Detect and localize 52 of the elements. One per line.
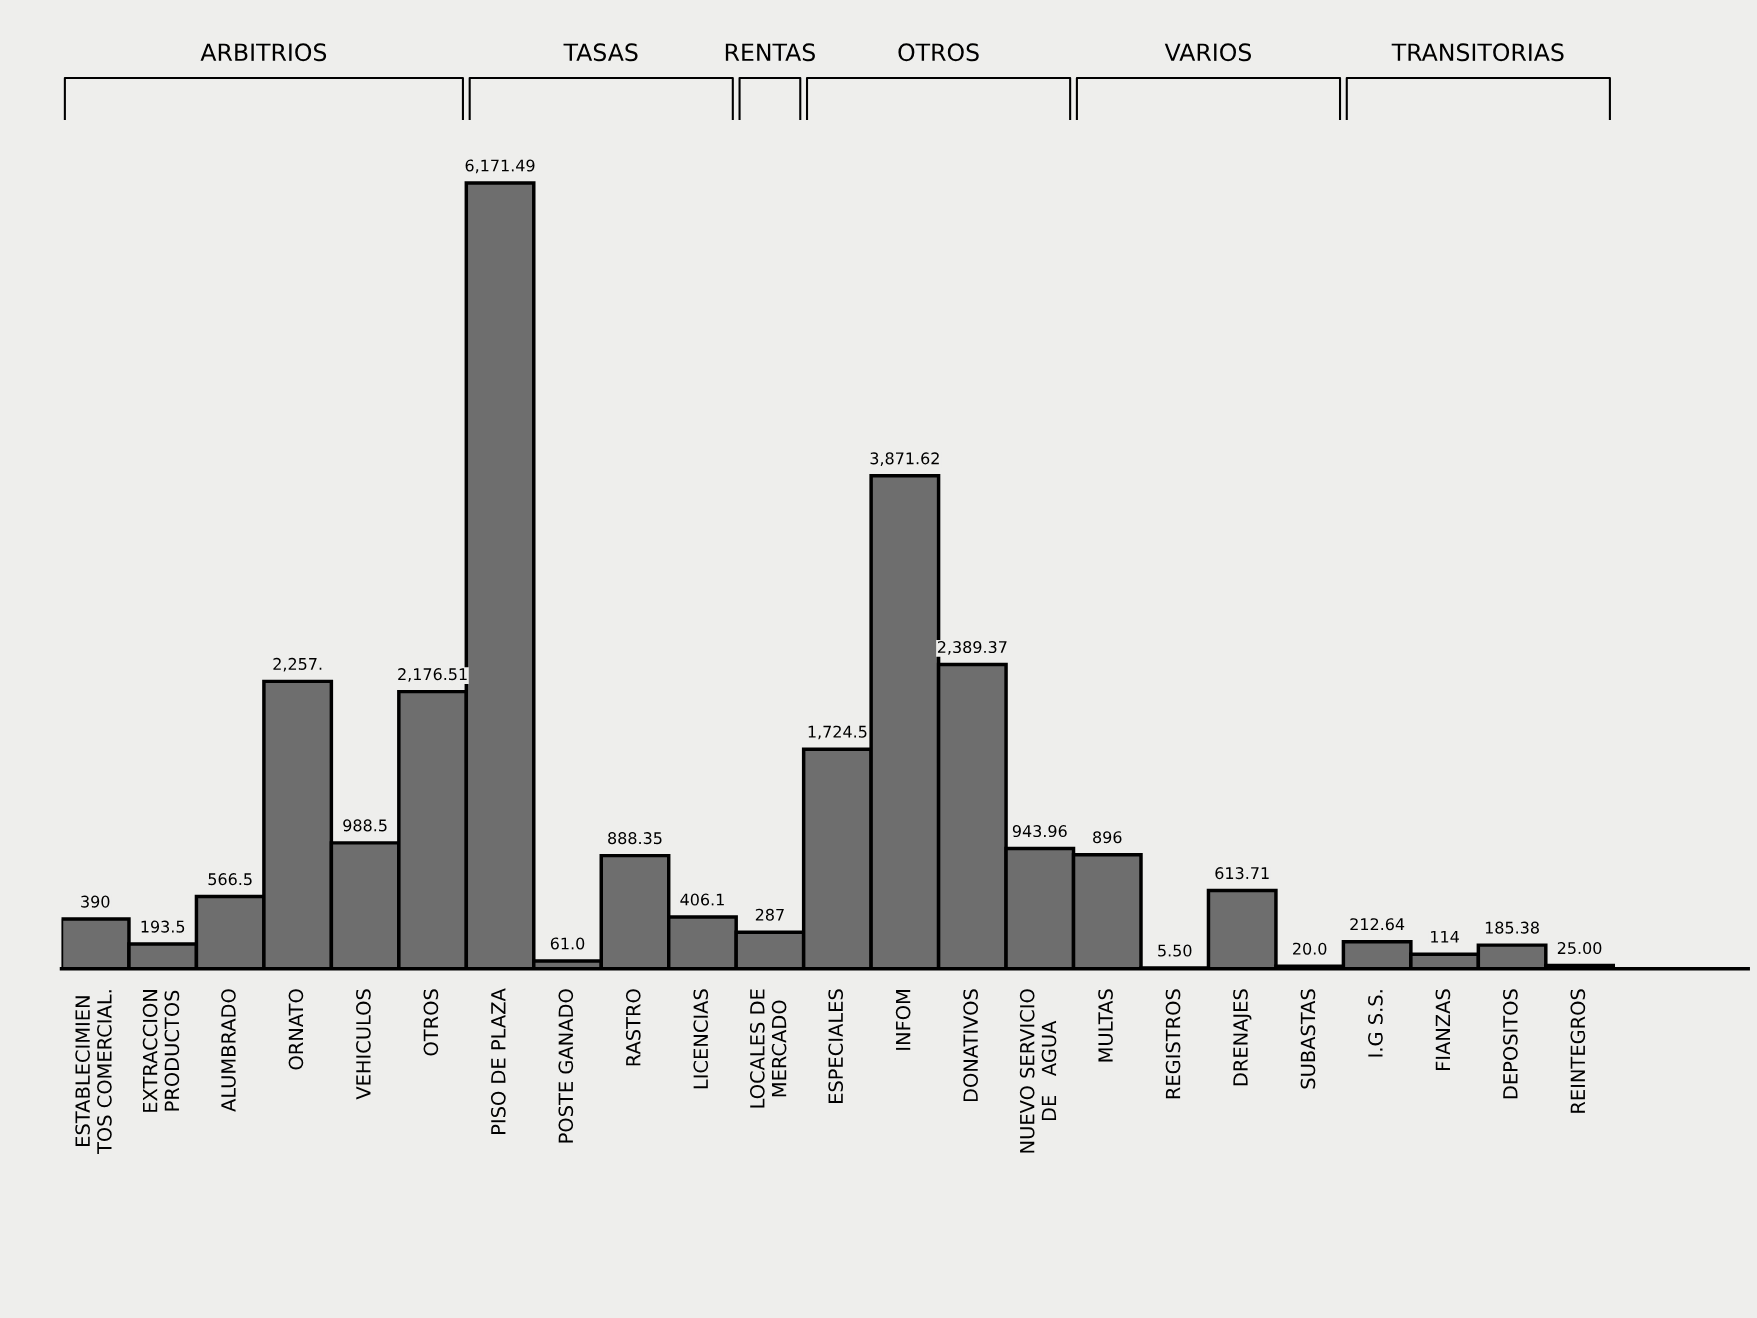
x-tick-label: SUBASTAS — [1300, 989, 1316, 1089]
text: RENTAS — [725, 43, 815, 62]
data-label: 406.1 — [680, 893, 724, 906]
data-label: 20.0 — [1293, 942, 1327, 955]
text: TASAS — [563, 43, 638, 62]
data-label: 61.0 — [550, 937, 585, 950]
data-label: 185.38 — [1485, 921, 1539, 934]
data-label: 2,389.37 — [937, 641, 1007, 655]
x-tick-label: RASTRO — [625, 989, 641, 1066]
x-tick-label: EXTRACCION PRODUCTOS — [142, 990, 180, 1112]
data-label: 2,257. — [273, 657, 322, 672]
data-label: 6,171.49 — [465, 159, 535, 174]
x-tick-label: ALUMBRADO — [221, 989, 236, 1112]
x-tick-label: MULTAS — [1098, 989, 1113, 1062]
data-label: 988.5 — [343, 819, 387, 832]
x-tick-label: LOCALES DE MERCADO — [749, 989, 787, 1108]
data-label: 943.96 — [1012, 825, 1067, 838]
data-label: 896 — [1093, 831, 1122, 844]
x-tick-label: OTROS — [423, 989, 439, 1056]
x-tick-label: REGISTROS — [1165, 989, 1181, 1099]
text: ARBITRIOS — [200, 43, 327, 62]
x-tick-label: LICENCIAS — [693, 989, 709, 1089]
data-label: 114 — [1431, 930, 1459, 943]
x-tick-label: POSTE GANADO — [558, 989, 574, 1143]
data-label: 3,871.62 — [870, 452, 939, 467]
x-tick-label: I.G S.S. — [1368, 990, 1383, 1057]
data-label: 212.64 — [1350, 918, 1405, 931]
data-label: 25.00 — [1557, 942, 1602, 955]
x-tick-label: DRENAJES — [1233, 989, 1252, 1086]
x-tick-label: FIANZAS — [1435, 989, 1451, 1070]
x-tick-label: ESPECIALES — [828, 989, 844, 1103]
x-tick-label: PISO DE PLAZA — [490, 988, 506, 1134]
data-label: 613.71 — [1215, 867, 1269, 880]
x-tick-label: ESTABLECIMIEN TOS COMERCIAL. — [75, 990, 112, 1155]
data-label: 566.5 — [208, 873, 252, 886]
data-label: 2,176.51 — [398, 668, 467, 682]
x-tick-label: NUEVO SERVICIO DE AGUA — [1019, 989, 1057, 1153]
x-tick-label: DEPOSITOS — [1503, 989, 1518, 1099]
data-label: 390 — [81, 895, 110, 908]
text: VARIOS — [1164, 43, 1252, 62]
data-label: 193.5 — [141, 920, 185, 933]
x-tick-label: VEHICULOS — [356, 989, 371, 1100]
x-tick-label: DONATIVOS — [963, 989, 978, 1102]
data-label: 287 — [755, 908, 784, 921]
text: TRANSITORIAS — [1391, 43, 1564, 62]
text: OTROS — [898, 43, 979, 62]
data-label: 1,724.5 — [808, 725, 867, 740]
data-label: 888.35 — [608, 832, 662, 845]
x-tick-label: INFOM — [895, 990, 911, 1050]
x-tick-label: REINTEGROS — [1570, 989, 1586, 1113]
x-tick-label: ORNATO — [288, 989, 304, 1070]
data-label: 5.50 — [1158, 944, 1192, 957]
